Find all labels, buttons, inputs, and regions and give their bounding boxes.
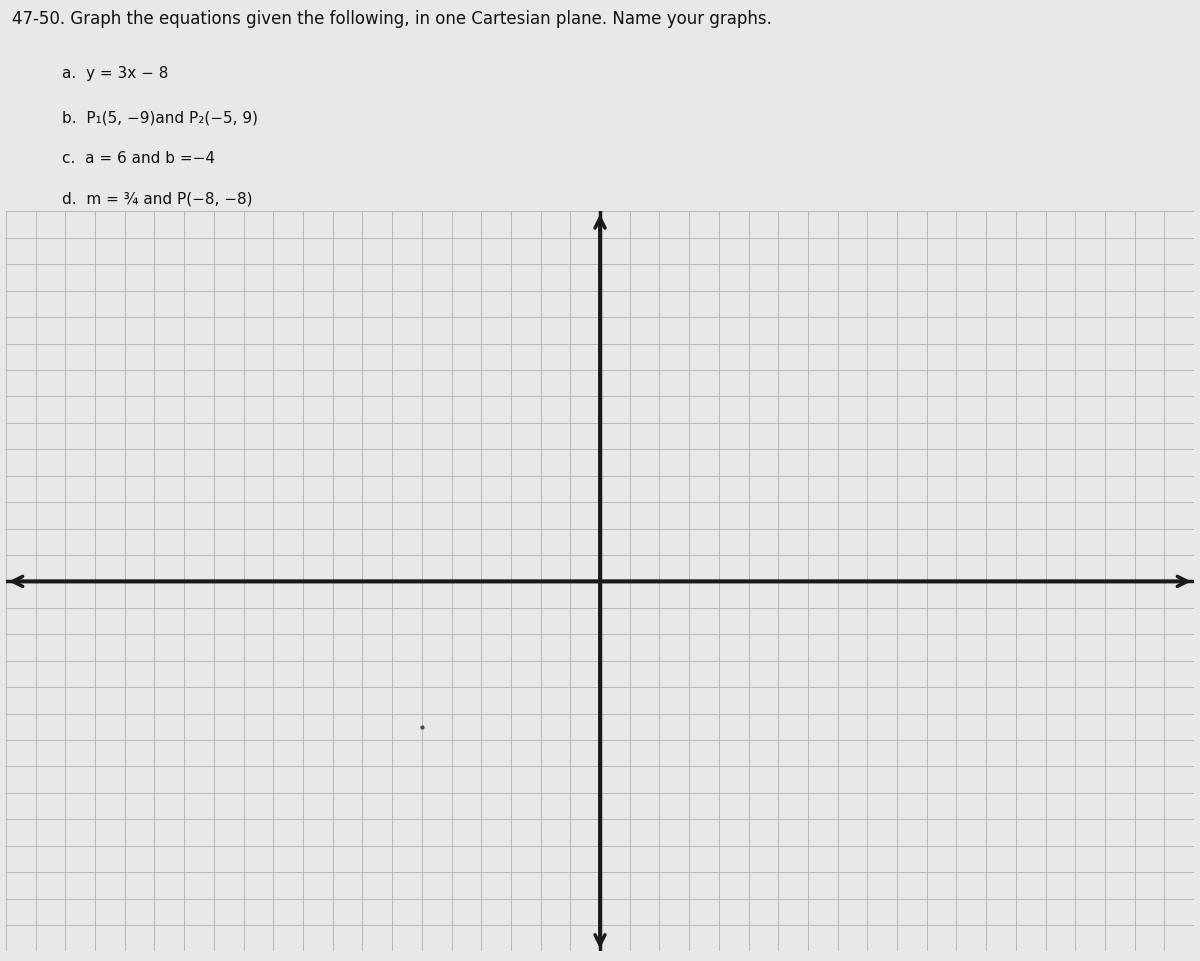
Text: c.  a = 6 and b =−4: c. a = 6 and b =−4 bbox=[62, 151, 216, 166]
Text: 47-50. Graph the equations given the following, in one Cartesian plane. Name you: 47-50. Graph the equations given the fol… bbox=[12, 10, 772, 28]
Text: d.  m = ¾ and P(−8, −8): d. m = ¾ and P(−8, −8) bbox=[62, 191, 253, 207]
Text: b.  P₁(5, −9)and P₂(−5, 9): b. P₁(5, −9)and P₂(−5, 9) bbox=[62, 111, 258, 126]
Text: a.  y = 3x − 8: a. y = 3x − 8 bbox=[62, 66, 169, 81]
